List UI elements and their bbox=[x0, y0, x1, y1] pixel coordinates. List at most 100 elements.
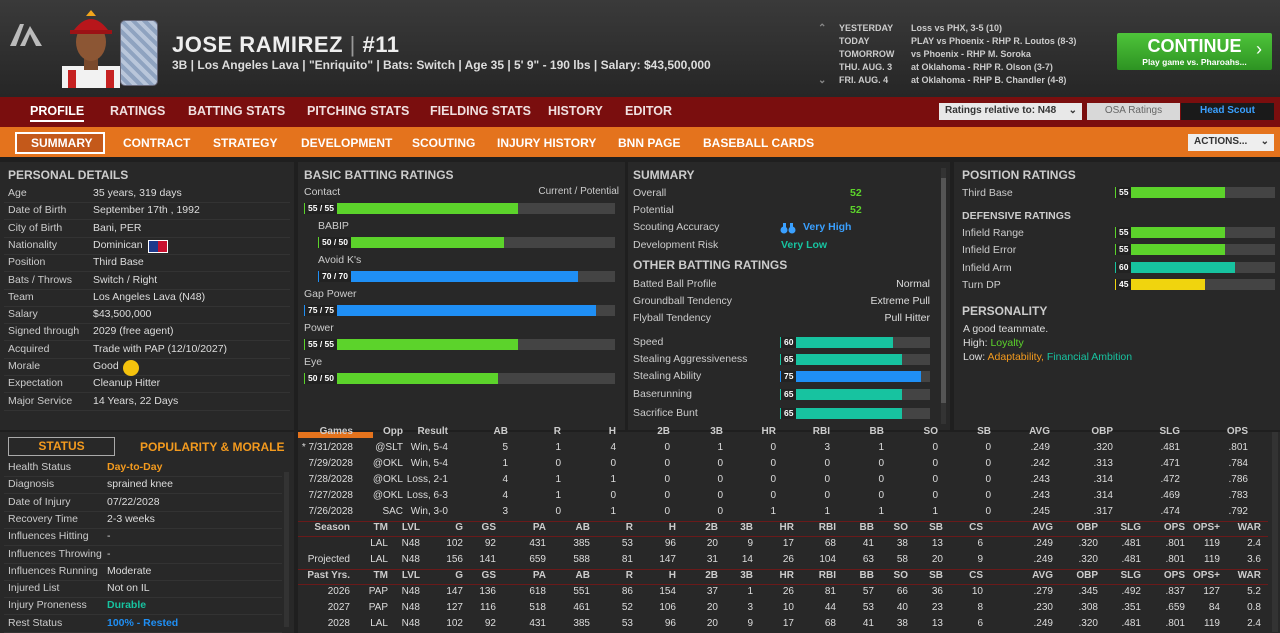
stat-cell: .249 bbox=[1033, 538, 1053, 549]
tab-history[interactable]: HISTORY bbox=[548, 104, 603, 118]
subtab-bnn-page[interactable]: BNN PAGE bbox=[618, 136, 681, 150]
stat-cell: .320 bbox=[1078, 538, 1098, 549]
row-divider bbox=[4, 579, 282, 581]
stat-cell: .481 bbox=[1121, 618, 1141, 629]
continue-button[interactable]: CONTINUE Play game vs. Pharoahs... › bbox=[1117, 33, 1272, 70]
chevron-up-icon[interactable]: ⌃ bbox=[818, 23, 827, 34]
batting-rating-bar-label: 55 / 55 bbox=[305, 339, 337, 350]
other-rating-value: Extreme Pull bbox=[870, 295, 930, 307]
personal-value: 14 Years, 22 Days bbox=[93, 394, 179, 407]
stat-cell: 0 bbox=[878, 490, 884, 501]
subtab-development[interactable]: DEVELOPMENT bbox=[301, 136, 393, 150]
stat-cell: 0.8 bbox=[1247, 602, 1261, 613]
stat-cell: 0 bbox=[824, 490, 830, 501]
status-scrollbar[interactable] bbox=[284, 472, 289, 627]
batting-ratings-title: BASIC BATTING RATINGS bbox=[304, 168, 454, 182]
chevron-down-icon[interactable]: ⌄ bbox=[818, 75, 827, 86]
batting-rating-bar: 55 / 55 bbox=[304, 203, 615, 214]
osa-ratings-button[interactable]: OSA Ratings bbox=[1087, 103, 1180, 120]
ratings-relative-value: Ratings relative to: N48 bbox=[945, 105, 1057, 116]
stat-cell: * 7/31/2028 bbox=[301, 442, 353, 453]
subtab-scouting[interactable]: SCOUTING bbox=[412, 136, 476, 150]
head-scout-button[interactable]: Head Scout bbox=[1181, 103, 1274, 120]
row-divider bbox=[4, 597, 282, 599]
stat-cell: 0 bbox=[717, 474, 723, 485]
stat-cell: 0 bbox=[878, 474, 884, 485]
subtab-baseball-cards[interactable]: BASEBALL CARDS bbox=[703, 136, 815, 150]
stat-cell: 53 bbox=[621, 538, 633, 549]
tab-batting-stats[interactable]: BATTING STATS bbox=[188, 104, 286, 118]
stat-cell: 127 bbox=[446, 602, 463, 613]
stat-cell: N48 bbox=[401, 602, 420, 613]
stat-cell: .245 bbox=[1030, 506, 1050, 517]
batting-rating-bar-fill bbox=[304, 305, 596, 316]
stat-cell: WAR bbox=[1237, 570, 1261, 581]
stat-cell: 0 bbox=[985, 506, 991, 517]
stat-cell: AB bbox=[575, 570, 590, 581]
stat-cell: 84 bbox=[1208, 602, 1220, 613]
other-rating-bar-fill bbox=[780, 337, 893, 348]
other-bar-name: Baserunning bbox=[633, 388, 692, 400]
status-value: 07/22/2028 bbox=[107, 495, 160, 508]
status-value: - bbox=[107, 530, 111, 543]
ratings-relative-select[interactable]: Ratings relative to: N48 ⌄ bbox=[939, 103, 1082, 120]
stat-cell: H bbox=[608, 426, 616, 437]
stat-cell: 10 bbox=[971, 586, 983, 597]
batting-rating-name: Gap Power bbox=[304, 288, 357, 300]
status-label: Date of Injury bbox=[8, 495, 71, 508]
stat-cell: 7/27/2028 bbox=[308, 490, 354, 501]
status-label: Influences Hitting bbox=[8, 530, 89, 543]
tab-ratings[interactable]: RATINGS bbox=[110, 104, 166, 118]
other-rating-label: Batted Ball Profile bbox=[633, 278, 717, 290]
stat-cell: 26 bbox=[782, 586, 794, 597]
stat-cell: 0 bbox=[985, 458, 991, 469]
status-label: Injury Proneness bbox=[8, 599, 87, 612]
personal-label: Expectation bbox=[8, 377, 63, 390]
stat-cell: .320 bbox=[1078, 554, 1098, 565]
personal-label: Major Service bbox=[8, 394, 73, 407]
subtab-strategy[interactable]: STRATEGY bbox=[213, 136, 278, 150]
tab-editor[interactable]: EDITOR bbox=[625, 104, 672, 118]
tab-status[interactable]: STATUS bbox=[8, 437, 115, 456]
games-tab[interactable] bbox=[298, 432, 373, 438]
batting-rating-bar-fill bbox=[318, 237, 504, 248]
personal-value: Bani, PER bbox=[93, 221, 142, 234]
row-divider bbox=[4, 614, 282, 616]
position-name: Third Base bbox=[962, 187, 1013, 199]
subtab-injury-history[interactable]: INJURY HISTORY bbox=[497, 136, 597, 150]
actions-dropdown[interactable]: ACTIONS... ⌄ bbox=[1188, 134, 1274, 151]
tab-fielding-stats[interactable]: FIELDING STATS bbox=[430, 104, 531, 118]
stat-cell: 96 bbox=[664, 538, 676, 549]
stat-cell: 1 bbox=[878, 506, 884, 517]
game-log-row: 7/27/2028 @OKL Loss, 6-3 4 1 0 0 0 0 0 0 0 0 .243 .314… bbox=[298, 490, 1268, 504]
other-rating-value: Pull Hitter bbox=[884, 312, 930, 324]
development-risk-value: Very Low bbox=[781, 239, 828, 251]
batting-rating-name: Contact bbox=[304, 186, 341, 198]
schedule-event: at Oklahoma - RHP R. Olson (3-7) bbox=[911, 62, 1053, 72]
tab-popularity-morale[interactable]: POPULARITY & MORALE bbox=[140, 440, 285, 454]
personal-label: Salary bbox=[8, 308, 38, 321]
personal-label: Acquired bbox=[8, 342, 50, 355]
stat-cell: 20 bbox=[706, 602, 718, 613]
chevron-down-icon: ⌄ bbox=[1260, 136, 1269, 147]
summary-scrollbar[interactable] bbox=[941, 168, 946, 424]
other-ratings-title: OTHER BATTING RATINGS bbox=[633, 258, 788, 272]
stat-cell: 1 bbox=[717, 442, 723, 453]
subtab-contract[interactable]: CONTRACT bbox=[123, 136, 191, 150]
stat-cell: 0 bbox=[770, 458, 776, 469]
game-log-row: 7/26/2028 SAC Win, 3-0 3 0 1 0 0 1 1 1 1 0 .245 .317 .4… bbox=[298, 506, 1268, 520]
other-rating-bar: 65 bbox=[780, 354, 930, 365]
batting-rating-bar-fill bbox=[318, 271, 578, 282]
personal-value: Third Base bbox=[93, 256, 144, 269]
stats-scrollbar[interactable] bbox=[1272, 432, 1278, 632]
other-rating-bar: 65 bbox=[780, 408, 930, 419]
tab-profile[interactable]: PROFILE bbox=[30, 104, 85, 122]
subtab-summary[interactable]: SUMMARY bbox=[31, 136, 93, 150]
stat-cell: 37 bbox=[706, 586, 718, 597]
stat-cell: 461 bbox=[573, 602, 590, 613]
stat-cell: 116 bbox=[480, 602, 496, 613]
tab-pitching-stats[interactable]: PITCHING STATS bbox=[307, 104, 410, 118]
row-divider bbox=[4, 392, 290, 394]
stat-cell: 119 bbox=[1204, 538, 1220, 549]
stat-cell: LAL bbox=[370, 618, 388, 629]
